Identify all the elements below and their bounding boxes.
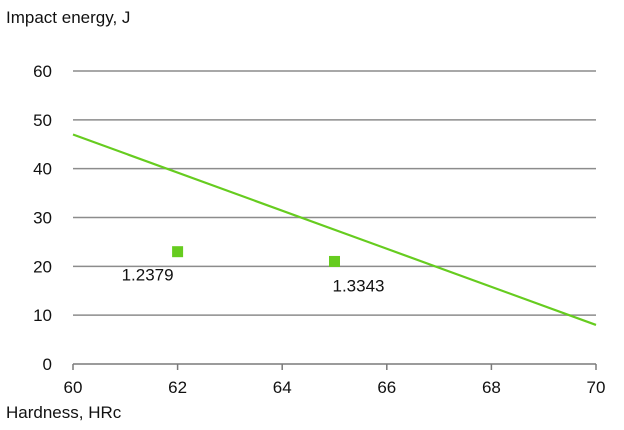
x-tick-label-60: 60 bbox=[64, 378, 83, 397]
y-tick-label-20: 20 bbox=[33, 257, 52, 276]
data-label-1.2379: 1.2379 bbox=[122, 266, 174, 285]
grid-lines bbox=[73, 70, 596, 316]
y-tick-label-60: 60 bbox=[33, 62, 52, 81]
x-tick-label-66: 66 bbox=[377, 378, 396, 397]
data-series bbox=[72, 133, 597, 326]
x-tick-label-62: 62 bbox=[168, 378, 187, 397]
data-point-65 bbox=[329, 255, 340, 267]
y-tick-label-50: 50 bbox=[33, 111, 52, 130]
x-tick-label-64: 64 bbox=[273, 378, 292, 397]
y-tick-label-30: 30 bbox=[33, 209, 52, 228]
x-tick-label-68: 68 bbox=[482, 378, 501, 397]
y-axis-title: Impact energy, J bbox=[6, 8, 130, 27]
x-axis-title: Hardness, HRc bbox=[6, 403, 122, 422]
y-tick-label-40: 40 bbox=[33, 160, 52, 179]
y-tick-label-0: 0 bbox=[43, 355, 52, 374]
data-labels: 1.2379 1.3343 bbox=[122, 266, 385, 296]
y-tick-label-10: 10 bbox=[33, 306, 52, 325]
trend-line bbox=[72, 133, 597, 326]
x-tick-label-70: 70 bbox=[587, 378, 606, 397]
data-label-1.3343: 1.3343 bbox=[333, 276, 385, 295]
axes: 0 10 20 30 40 50 60 60 62 64 66 68 70 bbox=[33, 62, 605, 397]
data-point-62 bbox=[172, 246, 184, 258]
